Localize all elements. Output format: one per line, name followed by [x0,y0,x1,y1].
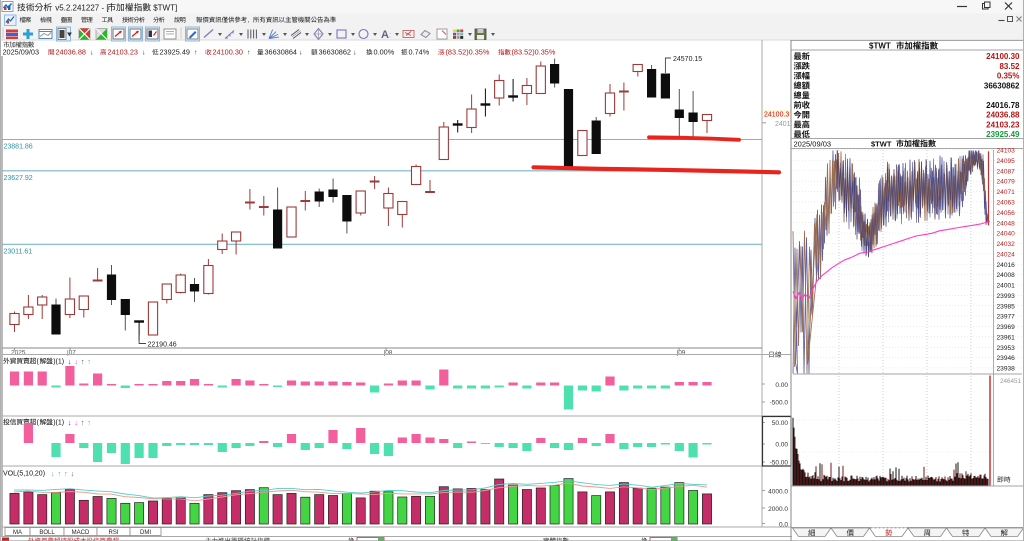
svg-text:2025/09/03: 2025/09/03 [794,139,832,148]
svg-text:24063: 24063 [997,200,1016,207]
svg-text:50.00: 50.00 [772,420,789,427]
svg-text:24016: 24016 [997,262,1016,269]
svg-text:24008: 24008 [997,272,1016,279]
svg-text:↓: ↓ [74,418,78,427]
svg-text:24100.30: 24100.30 [213,48,243,57]
svg-text:4000.0: 4000.0 [768,489,788,496]
svg-text:24056: 24056 [997,210,1016,217]
svg-text:23938: 23938 [997,366,1016,373]
svg-text:)(1): )(1) [53,420,64,427]
svg-text:(: ( [37,359,40,366]
svg-text:23969: 23969 [997,324,1016,331]
svg-text:24570.15: 24570.15 [673,56,702,63]
svg-text:24001: 24001 [997,283,1016,290]
svg-text:24017: 24017 [775,121,795,128]
svg-text:24087: 24087 [997,168,1016,175]
svg-text:24071: 24071 [997,189,1016,196]
svg-text:24079: 24079 [997,179,1016,186]
svg-text:MA: MA [13,530,22,536]
svg-text:|09: |09 [677,349,686,356]
svg-text:23985: 23985 [997,303,1016,310]
svg-text:↓: ↓ [71,469,75,478]
svg-text:24032: 24032 [997,241,1016,248]
svg-text:23925.49: 23925.49 [160,48,190,57]
svg-text:MACD: MACD [72,530,90,536]
svg-text:36630862: 36630862 [319,48,351,57]
svg-text:↑: ↑ [247,50,251,57]
svg-text:↓: ↓ [353,50,357,57]
svg-text:0.35%: 0.35% [997,72,1020,81]
svg-text:BOLL: BOLL [39,530,55,536]
svg-text:DMI: DMI [140,530,151,536]
svg-text:↓: ↓ [68,357,72,366]
svg-text:24100.30: 24100.30 [986,52,1020,61]
svg-text:$TWT: $TWT [871,139,892,148]
svg-text:24048: 24048 [997,220,1016,227]
svg-text:↓: ↓ [299,50,303,57]
svg-text:246451: 246451 [1000,378,1022,385]
svg-text:23961: 23961 [997,334,1016,341]
svg-text:22190.46: 22190.46 [148,342,177,349]
svg-text:↓: ↓ [142,50,146,57]
svg-text:↓: ↓ [51,469,55,478]
svg-text:0.0: 0.0 [779,522,788,529]
svg-text:RSI: RSI [108,530,118,536]
svg-text:23925.49: 23925.49 [986,130,1020,139]
svg-text:24036.88: 24036.88 [56,48,86,57]
svg-text::: : [389,31,391,40]
svg-text:A: A [381,29,389,41]
svg-text:2025: 2025 [11,349,26,356]
svg-text:36630864: 36630864 [265,48,297,57]
svg-text:↑: ↑ [87,418,91,427]
svg-text:24103: 24103 [997,148,1016,155]
svg-text:0.74%: 0.74% [409,48,430,57]
svg-text:24036.88: 24036.88 [986,111,1020,120]
svg-text:23953: 23953 [997,345,1016,352]
svg-text:-500.0: -500.0 [770,400,789,407]
svg-text:-50.00: -50.00 [770,460,789,467]
svg-text:2025/09/03: 2025/09/03 [3,48,40,57]
svg-text:23946: 23946 [997,355,1016,362]
svg-text:,: , [248,17,250,24]
svg-text:↓: ↓ [68,418,72,427]
svg-text:24095: 24095 [997,158,1016,165]
svg-text:↓: ↓ [90,50,94,57]
svg-text:(83.52)0.35%: (83.52)0.35% [512,48,556,57]
svg-text:↑: ↑ [81,418,85,427]
svg-text:83.52: 83.52 [999,62,1020,71]
svg-text:|07: |07 [67,349,76,356]
svg-text:v5.2.241227 - [: v5.2.241227 - [ [55,4,109,13]
svg-text:(83.52)0.35%: (83.52)0.35% [446,48,490,57]
svg-text:23881.86: 23881.86 [4,144,33,151]
svg-text:0.00%: 0.00% [374,48,395,57]
svg-text:23011.61: 23011.61 [4,248,33,255]
svg-text:0.00: 0.00 [775,382,788,389]
svg-text:24024: 24024 [997,251,1016,258]
svg-text:24040: 24040 [997,231,1016,238]
svg-text:23993: 23993 [997,293,1016,300]
svg-text:24016.78: 24016.78 [986,101,1020,110]
svg-text:36630862: 36630862 [984,81,1020,90]
svg-text:24103.23: 24103.23 [986,120,1020,129]
svg-text:|08: |08 [384,349,393,356]
svg-text:24100.3: 24100.3 [764,111,789,118]
svg-text:(: ( [37,420,40,427]
svg-text:↑: ↑ [87,357,91,366]
svg-text:0.00: 0.00 [775,442,788,449]
svg-text:24103.23: 24103.23 [108,48,138,57]
svg-text:2000.0: 2000.0 [768,506,788,513]
svg-text:↓: ↓ [74,357,78,366]
svg-text:$TWT]: $TWT] [153,4,177,13]
svg-text:)(1): )(1) [53,359,64,366]
svg-text:23627.92: 23627.92 [4,175,33,182]
svg-text:↑: ↑ [58,469,62,478]
svg-text:↑: ↑ [64,469,68,478]
svg-text:↑: ↑ [194,50,198,57]
svg-text:↑: ↑ [81,357,85,366]
svg-text:23977: 23977 [997,314,1016,321]
svg-text:$TWT: $TWT [869,42,891,51]
svg-text:VOL(5,10,20): VOL(5,10,20) [3,471,45,478]
